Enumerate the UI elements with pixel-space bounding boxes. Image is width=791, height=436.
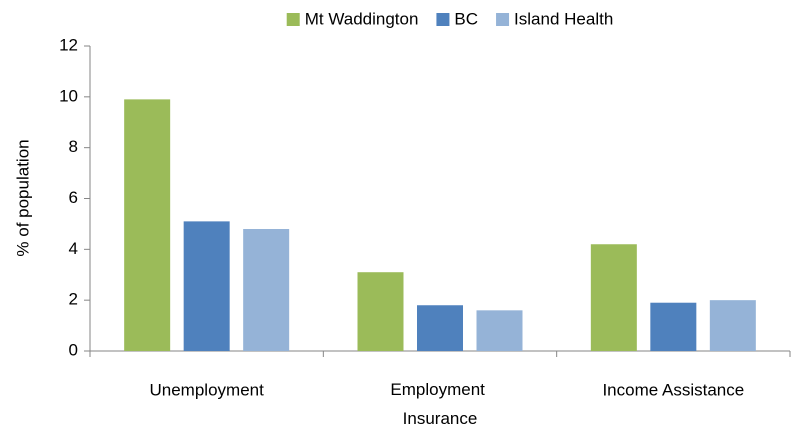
- bar: [243, 229, 290, 351]
- y-tick-label: 0: [69, 340, 78, 359]
- y-tick-label: 2: [69, 290, 78, 309]
- y-tick-label: 6: [69, 188, 78, 207]
- bar: [476, 310, 523, 351]
- legend: Mt Waddington BC Island Health: [286, 9, 613, 28]
- bar: [183, 221, 230, 351]
- legend-swatch: [286, 13, 300, 26]
- legend-label: Mt Waddington: [305, 9, 419, 28]
- legend-label: BC: [454, 9, 478, 28]
- legend-swatch: [496, 13, 510, 26]
- bar: [124, 99, 171, 351]
- y-tick-label: 10: [59, 86, 78, 105]
- y-tick-label: 4: [69, 239, 78, 258]
- x-tick-label: Income Assistance: [602, 380, 744, 399]
- y-axis-title: % of population: [13, 139, 32, 256]
- bar: [709, 300, 756, 351]
- legend-label: Island Health: [514, 9, 613, 28]
- bar: [417, 305, 463, 351]
- bar: [590, 244, 637, 351]
- y-tick-label: 12: [59, 35, 78, 54]
- legend-swatch: [436, 13, 450, 26]
- bar: [357, 272, 404, 351]
- x-tick-label: Unemployment: [150, 380, 265, 399]
- y-tick-label: 8: [69, 137, 78, 156]
- x-tick-label: Employment Insurance: [390, 380, 489, 428]
- bar: [650, 302, 697, 351]
